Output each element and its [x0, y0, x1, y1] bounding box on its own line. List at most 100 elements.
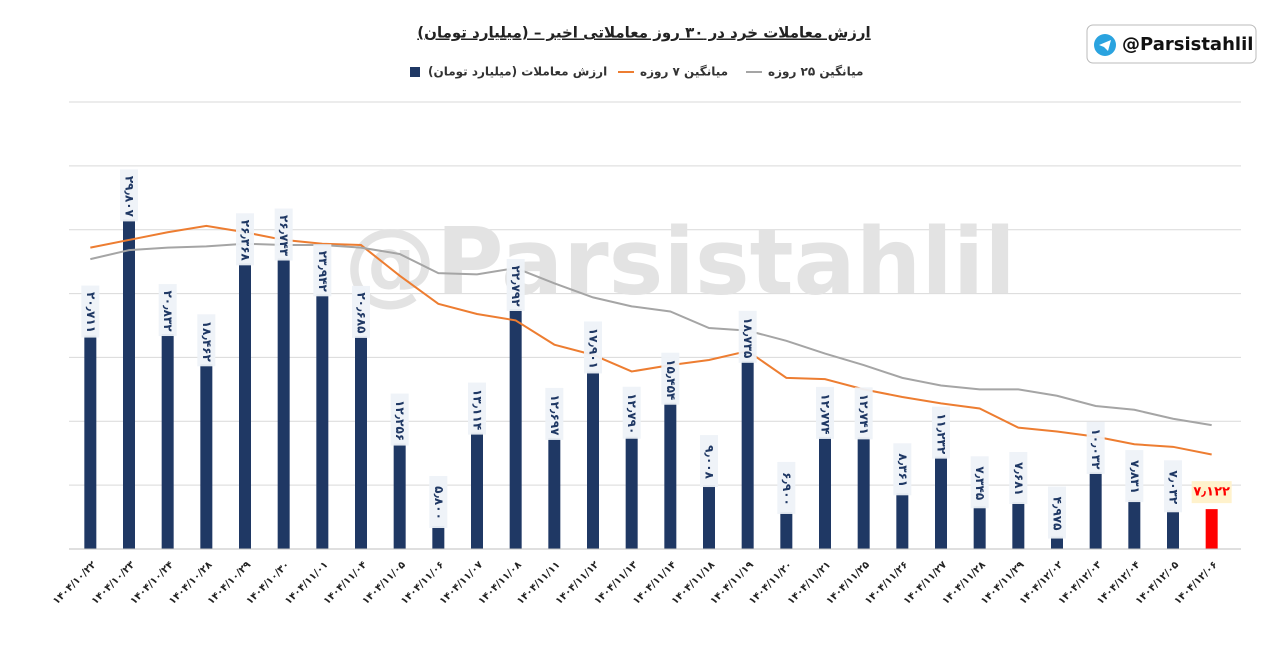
value-label-box	[1125, 450, 1144, 503]
value-label-box	[545, 387, 564, 440]
value-label: ۲۶٫۳۶۸	[239, 220, 253, 262]
value-label: ۲۰٫۷۱۱	[84, 292, 98, 333]
value-label: ۷٫۳۴۵	[973, 466, 987, 500]
value-label-box	[816, 386, 834, 439]
bar	[432, 526, 445, 549]
value-label-box	[661, 352, 680, 405]
value-label: ۲۰٫۸۳۲	[161, 290, 175, 332]
bar	[857, 437, 870, 549]
badge-text: @Parsistahlil	[1122, 34, 1253, 55]
bar	[587, 371, 599, 549]
value-label-box	[352, 285, 370, 338]
value-label: ۱۲٫۷۴۱	[857, 394, 871, 435]
value-label: ۶٫۹۰۰	[780, 472, 794, 506]
value-label-box	[584, 321, 602, 374]
value-label-box	[468, 382, 486, 435]
value-label-box	[274, 208, 293, 261]
value-label: ۷٫۸۳۱	[1128, 460, 1142, 494]
value-label: ۷٫۶۸۱	[1012, 462, 1026, 496]
value-label: ۱۷٫۹۰۱	[587, 328, 601, 369]
value-label: ۱۳٫۱۱۴	[471, 389, 485, 430]
bar	[1128, 500, 1141, 549]
value-label-box	[390, 393, 409, 446]
value-label-box	[777, 461, 796, 514]
value-label: ۱۲٫۷۷۴	[819, 393, 833, 434]
value-label-box	[738, 310, 757, 363]
bar	[819, 436, 831, 549]
value-label-box	[120, 169, 138, 222]
watermark: @Parsistahlil	[344, 208, 1016, 315]
value-label-box	[197, 314, 216, 367]
legend-label: ارزش معاملات (میلیارد تومان)	[428, 65, 607, 80]
bar	[1167, 510, 1179, 549]
value-label: ۱۵٫۴۵۴	[664, 359, 678, 400]
bar	[471, 432, 483, 549]
bar	[393, 443, 406, 549]
value-label: ۸٫۳۶۱	[896, 453, 910, 487]
value-label: ۱۸٫۴۶۲	[200, 321, 214, 363]
value-label-box	[429, 476, 448, 529]
badge: @Parsistahlil	[1086, 24, 1257, 64]
bar	[239, 263, 251, 549]
bar	[1089, 471, 1102, 549]
telegram-plane	[1099, 40, 1111, 51]
value-label-box	[1009, 451, 1028, 504]
bar	[741, 360, 754, 549]
bar	[896, 493, 909, 549]
value-label: ۲۰٫۶۸۵	[355, 292, 369, 333]
value-label: ۹٫۰۰۸	[703, 445, 717, 479]
value-label-box	[932, 406, 950, 459]
bar	[509, 308, 522, 549]
value-label: ۱۲٫۷۹۰	[625, 393, 639, 434]
bar	[973, 506, 986, 549]
value-label-box	[1086, 421, 1105, 474]
value-label-box	[970, 456, 989, 509]
value-label-box	[854, 387, 873, 440]
value-label: ۴٫۹۷۵	[1051, 497, 1065, 531]
bar	[703, 485, 715, 549]
value-label: ۱۲٫۲۵۶	[393, 400, 407, 441]
value-label-box	[313, 244, 332, 297]
legend-swatch	[410, 67, 420, 77]
value-label-box	[158, 284, 177, 337]
value-label-box	[893, 443, 912, 496]
bar	[548, 437, 561, 549]
value-label: ۷٫۱۲۲	[1193, 485, 1230, 500]
value-label-box	[81, 285, 100, 338]
value-label-box	[622, 386, 641, 439]
bar	[1051, 536, 1063, 549]
value-label: ۱۱٫۲۳۲	[935, 413, 949, 455]
value-label-box	[506, 258, 525, 311]
bar	[277, 258, 290, 549]
bar	[664, 402, 677, 549]
legend-label: میانگین ۲۵ روزه	[768, 65, 863, 80]
value-label: ۱۸٫۷۳۵	[741, 317, 755, 358]
value-label: ۲۳٫۹۴۲	[316, 251, 330, 293]
bar	[316, 294, 329, 549]
value-label: ۲۹٫۸۰۷	[123, 176, 137, 218]
bar	[1205, 509, 1218, 549]
bar	[1012, 501, 1025, 549]
chart-title: ارزش معاملات خرد در ۳۰ روز معاملاتی اخیر…	[417, 24, 870, 42]
value-label-box	[1191, 481, 1232, 504]
bar	[355, 335, 367, 549]
value-label: ۲۲٫۷۹۲	[509, 265, 523, 307]
bar	[625, 436, 638, 549]
value-label-box	[700, 435, 718, 488]
value-label-box	[1164, 460, 1182, 513]
bar	[200, 364, 213, 549]
value-label: ۲۶٫۷۴۳	[277, 215, 291, 257]
value-label: ۷٫۰۳۲	[1167, 470, 1181, 504]
badge-box	[1086, 24, 1257, 64]
bar	[123, 219, 135, 549]
bar	[161, 334, 174, 549]
value-label: ۱۲٫۶۹۷	[548, 394, 562, 436]
value-label-box	[1048, 486, 1066, 539]
bar	[935, 456, 947, 549]
value-label: ۱۰٫۰۳۲	[1089, 428, 1103, 470]
bar	[780, 511, 793, 549]
bar	[84, 335, 97, 549]
legend-label: میانگین ۷ روزه	[640, 65, 728, 80]
